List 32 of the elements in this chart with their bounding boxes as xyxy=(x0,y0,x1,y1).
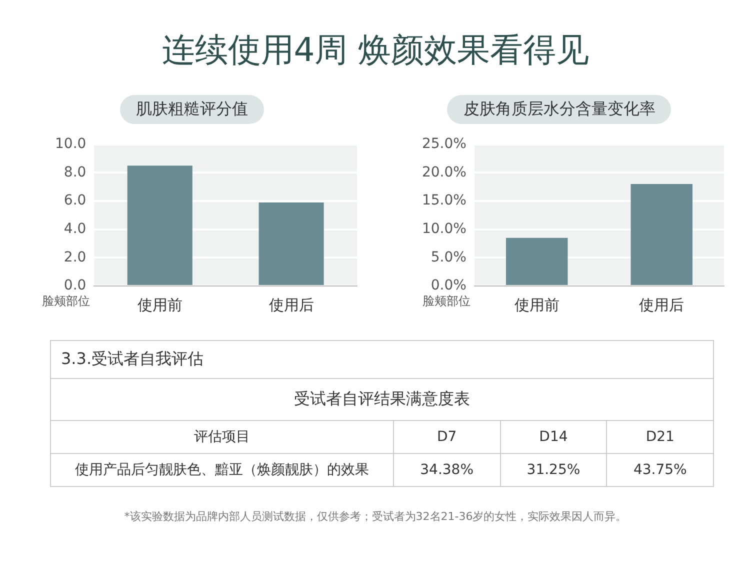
y-tick-label: 25.0% xyxy=(422,136,467,152)
x-tick-label: 使用前 xyxy=(137,296,182,314)
x-axis-title: 脸颊部位 xyxy=(42,294,90,308)
x-tick-label: 使用后 xyxy=(639,296,684,314)
chart-subtitle: 肌肤粗糙评分值 xyxy=(120,95,264,124)
y-tick-label: 6.0 xyxy=(64,192,86,209)
y-tick-label: 2.0 xyxy=(64,249,86,266)
chart-subtitle: 皮肤角质层水分含量变化率 xyxy=(447,95,672,124)
chart-title: 连续使用4周 焕颜效果看得见 xyxy=(160,29,590,71)
text: 受试者自评结果满意度表 xyxy=(50,378,714,420)
y-tick-label: 5.0% xyxy=(431,249,467,266)
y-tick-label: 10.0 xyxy=(54,136,86,152)
text: D14 xyxy=(500,420,607,454)
y-tick-label: 0.0 xyxy=(64,278,86,294)
y-tick-label: 20.0% xyxy=(422,164,467,180)
x-axis-title: 脸颊部位 xyxy=(422,294,471,308)
text: D7 xyxy=(394,420,500,454)
x-tick-label: 使用前 xyxy=(514,296,560,314)
text: 31.25% xyxy=(500,454,607,486)
text: 43.75% xyxy=(606,454,714,486)
text: D21 xyxy=(606,420,714,454)
y-tick-label: 0.0% xyxy=(431,278,467,294)
text: 评估项目 xyxy=(50,420,394,454)
text: *该实验数据为品牌内部人员测试数据，仅供参考；受试者为32名21-36岁的女性，实际效果因人而异。 xyxy=(123,509,628,524)
y-tick-label: 10.0% xyxy=(422,221,467,237)
y-tick-label: 15.0% xyxy=(422,192,467,209)
text: 34.38% xyxy=(394,454,500,486)
text: 使用产品后匀靓肤色、黯亚（焕颜靓肤）的效果 xyxy=(50,454,394,486)
y-tick-label: 4.0 xyxy=(64,221,86,237)
y-tick-label: 8.0 xyxy=(64,164,86,180)
x-tick-label: 使用后 xyxy=(268,296,314,314)
text: 3.3.受试者自我评估 xyxy=(50,340,714,378)
